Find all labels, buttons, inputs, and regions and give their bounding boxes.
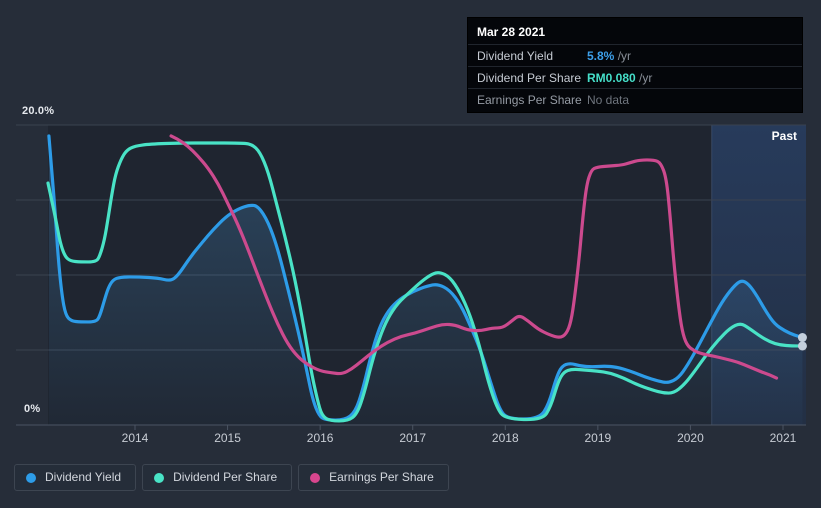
tooltip-value: RM0.080 [587,70,636,85]
earnings-per-share-dot-icon [310,472,321,483]
series-end-marker[interactable] [797,333,807,343]
tooltip-row-dividend-yield: Dividend Yield 5.8% /yr [468,44,802,66]
dividend-per-share-dot-icon [154,472,165,483]
legend-label: Earnings Per Share [329,470,434,484]
tooltip-label: Dividend Per Share [477,70,582,85]
legend: Dividend Yield Dividend Per Share Earnin… [14,464,449,491]
tooltip-label: Earnings Per Share [477,92,582,107]
dividend-yield-dot-icon [26,472,36,483]
x-axis-label: 2014 [122,431,149,445]
legend-label: Dividend Yield [45,470,122,484]
legend-label: Dividend Per Share [173,470,278,484]
tooltip-unit: /yr [635,70,653,85]
x-axis-label: 2015 [214,431,241,445]
area-fill [48,135,803,425]
tooltip-label: Dividend Yield [477,48,554,63]
series-end-marker[interactable] [797,341,807,351]
legend-item-dividend-per-share[interactable]: Dividend Per Share [142,464,293,491]
past-region-label: Past [771,129,797,143]
x-axis-label: 2016 [307,431,334,445]
y-axis-top-label: 20.0% [22,105,55,117]
tooltip-row-dividend-per-share: Dividend Per Share RM0.080 /yr [468,66,802,88]
y-axis-zero-label: 0% [24,403,41,415]
tooltip-date: Mar 28 2021 [477,25,546,39]
x-axis-label: 2019 [584,431,611,445]
series-line-dividend-yield [47,134,805,422]
x-axis-label: 2018 [492,431,519,445]
tooltip-value: 5.8% [587,48,615,63]
x-axis-label: 2020 [677,431,704,445]
x-axis-label: 2021 [770,431,797,445]
legend-item-dividend-yield[interactable]: Dividend Yield [14,464,137,491]
tooltip-unit: /yr [614,48,632,63]
series-line-dividend-per-share [46,141,805,423]
tooltip-row-earnings-per-share: Earnings Per Share No data [468,88,802,110]
tooltip: Mar 28 2021 Dividend Yield 5.8% /yr Divi… [467,17,803,113]
legend-item-earnings-per-share[interactable]: Earnings Per Share [298,464,449,491]
series-line-earnings-per-share [169,134,779,380]
tooltip-value: No data [587,92,630,107]
x-axis-label: 2017 [399,431,426,445]
